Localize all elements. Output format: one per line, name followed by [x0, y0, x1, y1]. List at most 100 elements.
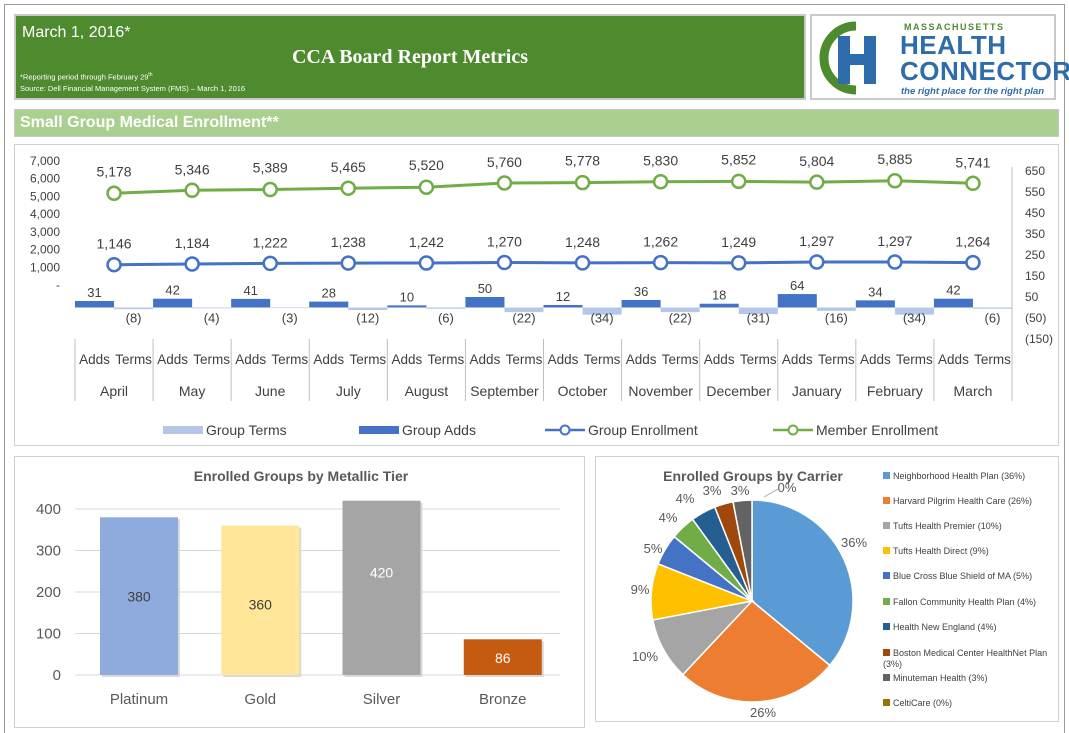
- left-axis-tick: 4,000: [30, 207, 60, 221]
- subcategory-label: Terms: [740, 352, 777, 367]
- bar-group-terms: [114, 307, 154, 310]
- left-axis-tick: 7,000: [30, 154, 60, 168]
- x-axis-label: Bronze: [479, 691, 527, 708]
- legend-label: Group Terms: [206, 422, 287, 438]
- subcategory-label: Terms: [662, 352, 699, 367]
- subcategory-label: Adds: [79, 352, 110, 367]
- bar-group-adds: [153, 298, 193, 308]
- label-group-terms: (22): [512, 311, 535, 326]
- footnote-period: *Reporting period through February 29: [20, 72, 149, 82]
- legend-marker: [787, 424, 799, 436]
- y-axis-tick: 0: [53, 667, 61, 684]
- label-group-enrollment: 1,264: [955, 234, 990, 250]
- carrier-legend-item: Health New England (4%): [883, 622, 1053, 633]
- subcategory-label: Adds: [860, 352, 891, 367]
- label-member-enrollment: 5,778: [565, 153, 600, 169]
- subcategory-label: Adds: [626, 352, 657, 367]
- right-axis-tick: (50): [1025, 311, 1046, 325]
- logo-massachusetts: MASSACHUSETTS: [904, 22, 1005, 32]
- point-member-enrollment: [809, 174, 825, 190]
- carrier-panel: Enrolled Groups by Carrier 36% 26% 10% 9% 5% 4…: [595, 456, 1059, 722]
- label-group-adds: 50: [478, 281, 492, 296]
- subcategory-label: Adds: [313, 352, 344, 367]
- label-group-adds: 31: [87, 285, 101, 300]
- logo-h-icon: [819, 21, 876, 95]
- category-label: February: [867, 383, 923, 399]
- left-axis-tick: 1,000: [30, 260, 60, 274]
- carrier-legend-item: Fallon Community Health Plan (4%): [883, 597, 1053, 608]
- metallic-tier-panel: Enrolled Groups by Metallic Tier 400 300 20…: [14, 456, 585, 728]
- point-group-enrollment: [887, 254, 903, 270]
- label-group-adds: 10: [400, 289, 414, 304]
- label-member-enrollment: 5,804: [799, 153, 834, 169]
- logo-tagline: the right place for the right plan: [901, 86, 1045, 97]
- y-axis-tick: 400: [36, 501, 61, 518]
- bar-group-terms: [582, 307, 622, 315]
- bar-group-adds: [543, 304, 583, 308]
- bar-group-adds: [855, 300, 895, 308]
- pie-pct-label: 4%: [659, 510, 678, 525]
- subcategory-label: Adds: [938, 352, 969, 367]
- carrier-legend-item: Blue Cross Blue Shield of MA (5%): [883, 571, 1053, 582]
- point-member-enrollment: [652, 173, 669, 190]
- subcategory-label: Terms: [818, 352, 855, 367]
- left-axis-tick: 5,000: [30, 189, 60, 203]
- pie-pct-label: 3%: [703, 483, 722, 498]
- label-group-terms: (34): [591, 311, 614, 326]
- bar-group-adds: [75, 300, 115, 308]
- subcategory-label: Terms: [428, 352, 465, 367]
- bar-silver: [342, 500, 421, 675]
- legend-swatch: [883, 547, 890, 554]
- label-group-enrollment: 1,184: [175, 235, 210, 251]
- legend-label: CeltiCare (0%): [893, 698, 953, 708]
- bar-group-terms: [192, 307, 232, 309]
- subcategory-label: Terms: [115, 352, 152, 367]
- point-group-enrollment: [574, 255, 591, 271]
- label-member-enrollment: 5,741: [955, 154, 990, 170]
- bar-value-label: 360: [249, 597, 273, 613]
- logo-connector: CONNECTOR: [900, 56, 1069, 86]
- label-group-terms: (6): [438, 311, 454, 326]
- legend-swatch: [883, 674, 890, 681]
- legend-swatch: [883, 623, 890, 630]
- point-group-enrollment: [652, 254, 669, 271]
- subcategory-label: Terms: [271, 352, 308, 367]
- label-group-enrollment: 1,146: [97, 236, 132, 252]
- point-group-enrollment: [262, 255, 278, 272]
- legend-label: Group Enrollment: [588, 422, 698, 438]
- bar-group-adds: [933, 298, 973, 308]
- legend-label: Neighborhood Health Plan (36%): [893, 471, 1026, 481]
- category-label: June: [255, 383, 286, 399]
- report-frame: [4, 4, 1065, 733]
- label-group-adds: 18: [712, 288, 726, 303]
- right-axis-tick: 50: [1025, 290, 1039, 304]
- point-member-enrollment: [184, 182, 200, 199]
- label-group-adds: 12: [556, 289, 570, 304]
- label-group-adds: 64: [790, 278, 804, 293]
- label-group-terms: (6): [985, 311, 1001, 326]
- legend-swatch: [163, 426, 203, 434]
- legend-label: Group Adds: [402, 422, 476, 438]
- category-label: September: [470, 383, 539, 399]
- subcategory-label: Terms: [974, 352, 1011, 367]
- point-group-enrollment: [184, 256, 200, 272]
- point-member-enrollment: [965, 175, 981, 192]
- subcategory-label: Adds: [782, 352, 813, 367]
- bar-group-adds: [465, 297, 505, 308]
- legend-swatch: [883, 472, 890, 479]
- report-title: CCA Board Report Metrics: [291, 46, 529, 68]
- right-axis-tick: 450: [1025, 206, 1045, 220]
- legend-label: Member Enrollment: [816, 422, 938, 438]
- label-group-enrollment: 1,222: [253, 234, 288, 250]
- label-group-adds: 41: [243, 283, 257, 298]
- legend-swatch: [883, 572, 890, 579]
- x-axis-label: Silver: [363, 691, 401, 708]
- subcategory-label: Adds: [391, 352, 422, 367]
- label-member-enrollment: 5,465: [331, 159, 366, 175]
- category-label: January: [792, 383, 842, 399]
- label-group-adds: 34: [868, 284, 882, 299]
- label-group-enrollment: 1,242: [409, 234, 444, 250]
- legend-label: Fallon Community Health Plan (4%): [893, 597, 1037, 607]
- subcategory-label: Adds: [157, 352, 188, 367]
- subcategory-label: Terms: [349, 352, 386, 367]
